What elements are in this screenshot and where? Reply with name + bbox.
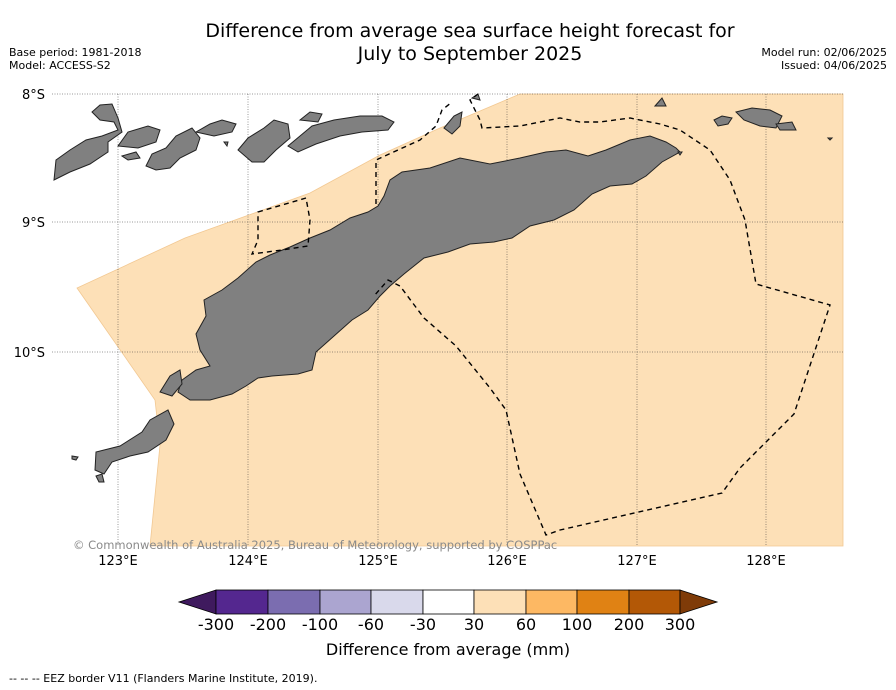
island-dana	[71, 455, 79, 461]
colorbar-tick: 200	[614, 615, 645, 634]
island-adonara	[120, 151, 141, 161]
lat-label-8s: 8°S	[22, 88, 45, 103]
colorbar-extend-low	[177, 589, 217, 615]
island-lembata	[145, 127, 201, 171]
lon-label-124e: 124°E	[228, 554, 268, 569]
colorbar-tick: -30	[410, 615, 436, 634]
island-moa	[713, 115, 733, 127]
ocean-anomaly-region	[76, 93, 844, 547]
title-line-1: Difference from average sea surface heig…	[205, 20, 735, 42]
colorbar-segment-3	[319, 589, 372, 615]
meta-left: Base period: 1981-2018 Model: ACCESS-S2	[9, 46, 141, 72]
colorbar-tick: 100	[562, 615, 593, 634]
island-wetar	[287, 115, 395, 153]
lat-label-10s: 10°S	[14, 346, 45, 361]
colorbar-segment-6	[473, 589, 527, 615]
island-pantar	[194, 119, 237, 137]
island-lakor	[735, 107, 783, 129]
lat-labels: 8°S 9°S 10°S	[14, 88, 45, 361]
colorbar-label: Difference from average (mm)	[325, 640, 571, 659]
island-small-3	[223, 141, 229, 148]
eez-border-oecusse	[250, 197, 311, 255]
lon-label-128e: 128°E	[746, 554, 786, 569]
meta-right: Model run: 02/06/2025 Issued: 04/06/2025	[761, 46, 887, 72]
island-ndao	[95, 473, 105, 483]
lon-label-126e: 126°E	[487, 554, 527, 569]
lon-labels: 123°E 124°E 125°E 126°E 127°E 128°E	[98, 554, 786, 569]
colorbar-segment-2	[267, 589, 321, 615]
island-alor	[237, 119, 291, 163]
colorbar-tick: -200	[250, 615, 286, 634]
base-period: Base period: 1981-2018	[9, 46, 142, 59]
map-title: Difference from average sea surface heig…	[0, 20, 896, 66]
island-kisar	[443, 111, 463, 135]
island-sermata	[775, 121, 797, 131]
model-run: Model run: 02/06/2025	[761, 46, 887, 59]
lon-label-125e: 125°E	[358, 554, 398, 569]
colorbar-tick: 30	[464, 615, 484, 634]
island-timor	[177, 135, 681, 401]
issued-date: Issued: 04/06/2025	[780, 59, 887, 72]
lon-label-123e: 123°E	[98, 554, 138, 569]
colorbar-tick: -100	[302, 615, 338, 634]
eez-border-northwest	[375, 101, 453, 204]
colorbar-segment-4	[370, 589, 424, 615]
colorbar-tick: -60	[358, 615, 384, 634]
colorbar-segment-9	[628, 589, 681, 615]
island-leti	[653, 97, 667, 107]
colorbar-extend-high	[679, 589, 719, 615]
island-roti	[159, 369, 183, 397]
eez-legend-note: -- -- -- EEZ border V11 (Flanders Marine…	[9, 672, 318, 685]
island-flores-east	[53, 103, 123, 181]
copyright-notice: © Commonwealth of Australia 2025, Bureau…	[73, 538, 558, 552]
colorbar-tick: -300	[198, 615, 234, 634]
island-small-2	[826, 137, 834, 141]
colorbar-tick: 60	[516, 615, 536, 634]
lat-label-9s: 9°S	[22, 216, 45, 231]
colorbar-ticks: -300 -200 -100 -60 -30 30 60 100 200 300	[198, 615, 695, 634]
colorbar-segment-7	[525, 589, 578, 615]
eez-borders	[250, 93, 831, 536]
island-solor	[117, 125, 161, 149]
colorbar-tick: 300	[665, 615, 696, 634]
island-semau	[94, 409, 175, 475]
island-small-4	[677, 151, 683, 156]
model-name: Model: ACCESS-S2	[9, 59, 111, 72]
colorbar	[177, 589, 719, 615]
title-line-2: July to September 2025	[357, 43, 583, 65]
colorbar-segment-5	[422, 589, 475, 615]
island-atauro	[298, 111, 323, 123]
colorbar-segment-8	[576, 589, 630, 615]
land-masses	[53, 93, 834, 483]
lon-label-127e: 127°E	[617, 554, 657, 569]
colorbar-segment-1	[215, 589, 269, 615]
